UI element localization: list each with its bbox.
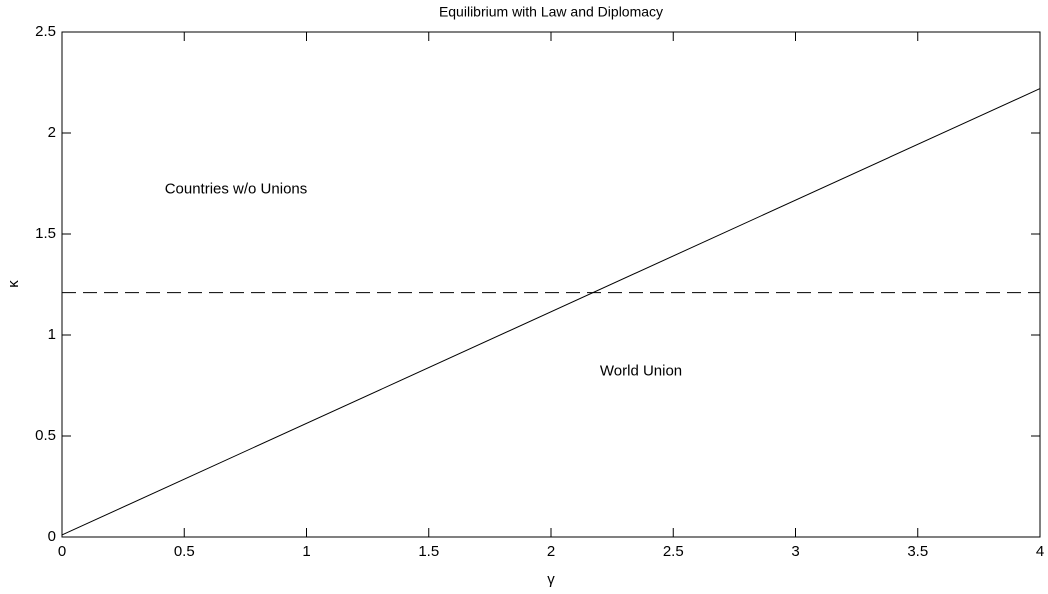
x-tick-label: 1: [302, 543, 310, 560]
x-tick-label: 1.5: [418, 543, 439, 560]
x-tick-label: 2: [547, 543, 555, 560]
chart-title: Equilibrium with Law and Diplomacy: [439, 4, 663, 20]
annotation: World Union: [600, 362, 682, 379]
plot-frame: [61, 31, 1041, 538]
y-tick-label: 0.5: [35, 427, 56, 444]
y-tick-label: 1.5: [35, 225, 56, 242]
y-tick-label: 1: [48, 326, 56, 343]
x-tick-label: 0.5: [174, 543, 195, 560]
line: [61, 88, 1041, 536]
y-tick-label: 0: [48, 528, 56, 545]
x-tick-label: 2.5: [663, 543, 684, 560]
x-tick-label: 3: [791, 543, 799, 560]
x-tick-label: 3.5: [907, 543, 928, 560]
y-axis-label: κ: [5, 280, 22, 288]
x-tick-label: 0: [58, 543, 66, 560]
annotation: Countries w/o Unions: [165, 181, 308, 198]
y-tick-label: 2: [48, 124, 56, 141]
x-axis-label: γ: [547, 571, 555, 588]
y-tick-label: 2.5: [35, 23, 56, 40]
x-tick-label: 4: [1036, 543, 1044, 560]
